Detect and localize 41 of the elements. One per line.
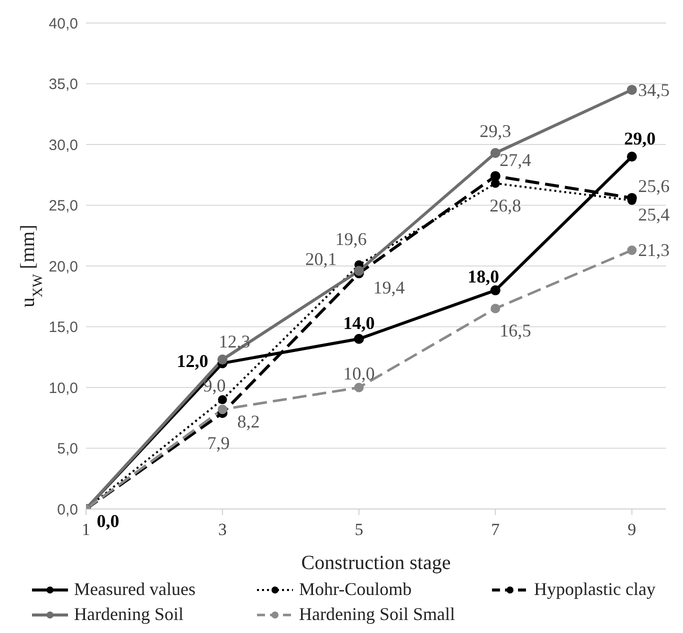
data-label: 12,3 [218, 332, 250, 352]
x-tick-label: 1 [82, 520, 90, 540]
data-label: 9,0 [203, 376, 226, 396]
data-label: 8,2 [237, 411, 260, 432]
data-label: 18,0 [468, 266, 500, 286]
y-tick-label: 25,0 [48, 198, 78, 215]
y-tick-label: 30,0 [48, 136, 78, 154]
data-label: 25,4 [638, 204, 670, 224]
data-label: 7,9 [207, 433, 230, 454]
data-label: 14,0 [343, 312, 375, 333]
legend-label: Hardening Soil Small [299, 604, 455, 625]
y-tick-label: 35,0 [48, 76, 78, 94]
data-label: 25,6 [638, 176, 670, 196]
x-tick-label: 9 [628, 520, 636, 540]
y-tick-label: 10,0 [48, 380, 78, 397]
x-axis-title: Construction stage [301, 552, 451, 574]
data-label: 27,4 [500, 150, 532, 170]
legend-label: Mohr-Coulomb [299, 579, 412, 600]
data-label: 34,5 [638, 80, 670, 100]
y-tick-label: 0,0 [57, 501, 78, 518]
data-label: 0,0 [96, 511, 120, 531]
data-label: 12,0 [176, 351, 208, 372]
data-label: 16,5 [500, 320, 532, 341]
legend-label: Hardening Soil [74, 604, 184, 625]
x-tick-label: 3 [218, 520, 227, 540]
legend-label: Measured values [74, 579, 196, 600]
legend-label: Hypoplastic clay [534, 579, 656, 600]
y-tick-label: 5,0 [57, 440, 78, 458]
y-tick-label: 20,0 [48, 258, 78, 276]
data-label: 19,6 [335, 228, 367, 249]
x-tick-label: 7 [491, 520, 500, 540]
y-tick-label: 40,0 [48, 15, 78, 32]
data-label: 29,3 [480, 121, 512, 142]
y-tick-label: 15,0 [48, 319, 78, 336]
data-label: 26,8 [490, 195, 522, 216]
data-label: 20,1 [305, 248, 337, 269]
data-label: 19,4 [373, 277, 405, 298]
data-label: 10,0 [343, 364, 375, 384]
data-label: 29,0 [624, 128, 656, 149]
data-label: 21,3 [638, 240, 670, 260]
x-tick-label: 5 [354, 520, 364, 540]
